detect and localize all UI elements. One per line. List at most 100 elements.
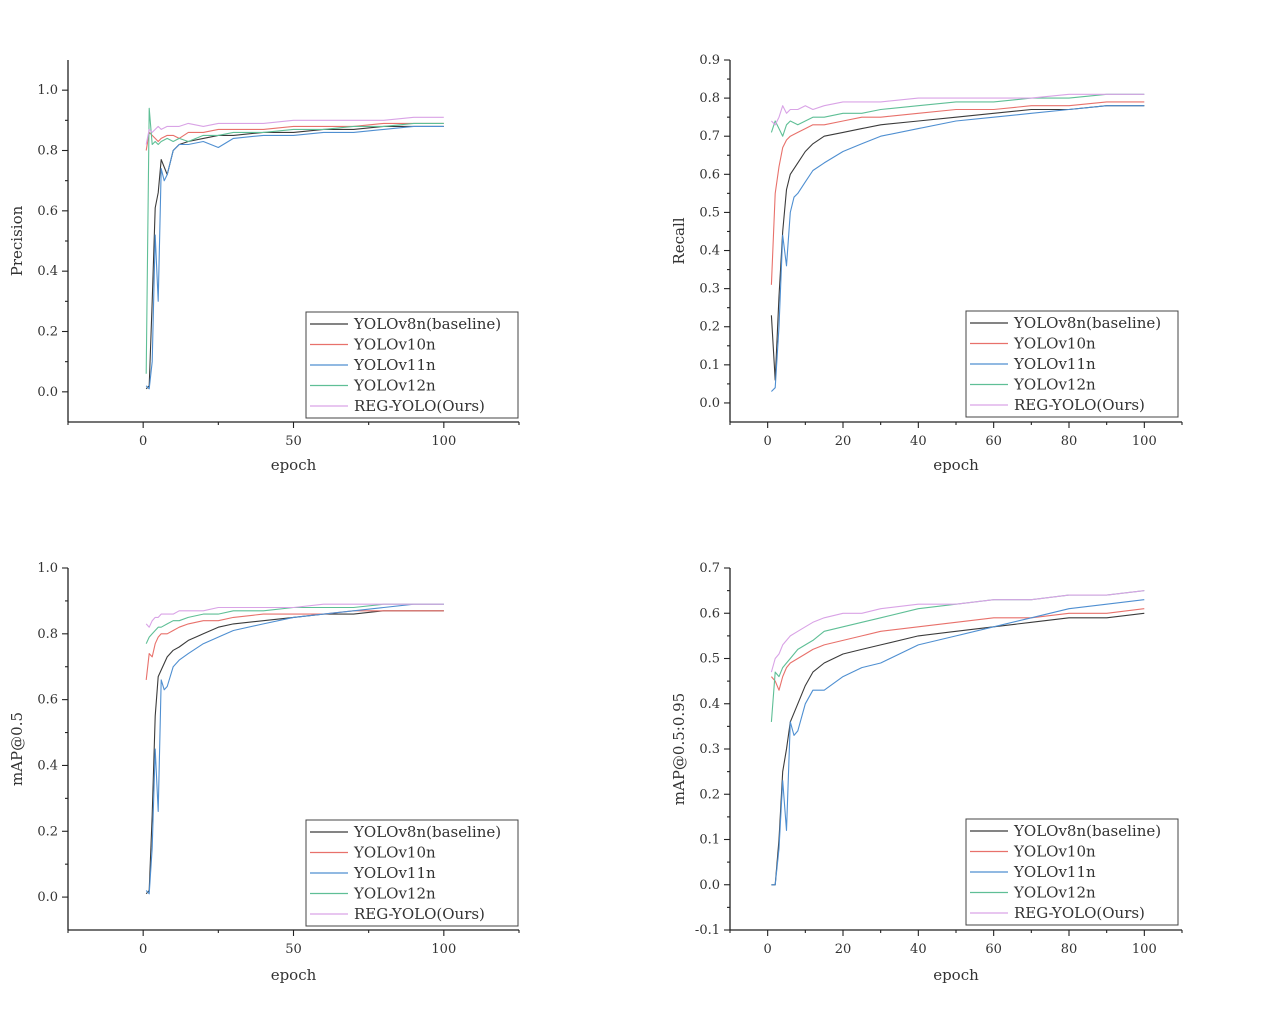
legend-label: YOLOv10n [353,336,436,354]
series-line-yolov10n [770,608,1145,691]
x-tick-label: 80 [1061,434,1078,449]
legend-label: YOLOv10n [1013,843,1096,861]
legend-label: YOLOv8n(baseline) [1013,822,1161,840]
series-line-yolov11n [145,125,444,390]
series-line-yolov12n [145,603,444,644]
legend-label: YOLOv12n [1013,884,1096,902]
y-axis-label: Recall [670,217,688,264]
y-axis-label: mAP@0.5:0.95 [670,693,688,805]
x-axis-label: epoch [933,456,979,474]
legend: YOLOv8n(baseline) YOLOv10n YOLOv11n YOLOv12… [305,311,519,419]
series-line-yolov10n [145,610,444,680]
series-line-yolov11n [771,599,1145,886]
legend-label: YOLOv11n [1013,355,1096,373]
y-tick-label: 0.4 [699,244,720,259]
x-tick-label: 20 [835,434,852,449]
y-tick-label: 0.3 [699,282,720,297]
map50-95-chart-panel: -0.1 0.0 0.1 0.2 0.3 0.4 0.5 0.6 0.7 0 20 40 60 80 100… [636,506,1272,1012]
legend: YOLOv8n(baseline) YOLOv10n YOLOv11n YOLOv12… [305,819,519,927]
y-tick-label: 0.8 [37,144,58,159]
x-tick-label: 50 [285,434,302,449]
y-tick-label: 0.2 [37,325,58,340]
x-tick-label: 0 [139,942,147,957]
legend: YOLOv8n(baseline) YOLOv10n YOLOv11n YOLOv12… [965,310,1179,418]
recall-chart: 0.0 0.1 0.2 0.3 0.4 0.5 0.6 0.7 0.8 0.9 0 20 40 60 80 1… [670,53,1183,474]
y-tick-label: 0.9 [699,53,720,68]
series-line-yolov8n-baseline [145,125,444,390]
legend-label: YOLOv12n [1013,376,1096,394]
legend-label: YOLOv11n [1013,863,1096,881]
legend-label: YOLOv11n [353,864,436,882]
series-line-yolov8n-baseline [145,610,444,895]
y-tick-label: 0.0 [699,396,720,411]
series-line-reg-yolo-ours [771,93,1145,126]
y-tick-label: 0.0 [37,890,58,905]
series-line-yolov8n-baseline [770,105,1145,381]
y-tick-label: 0.5 [699,205,720,220]
y-tick-label: 0.4 [699,697,720,712]
x-axis-label: epoch [271,456,317,474]
map50-95-chart: -0.1 0.0 0.1 0.2 0.3 0.4 0.5 0.6 0.7 0 20 40 60 80 100… [670,561,1183,984]
y-axis-label: mAP@0.5 [8,712,26,786]
legend-label: YOLOv8n(baseline) [353,823,501,841]
legend-label: YOLOv8n(baseline) [1013,314,1161,332]
y-tick-label: 0.1 [699,833,720,848]
y-tick-label: 0.7 [699,561,720,576]
x-axis-label: epoch [271,966,317,984]
x-tick-label: 100 [431,434,456,449]
legend-label: YOLOv10n [1013,335,1096,353]
y-tick-label: 0.0 [699,878,720,893]
y-tick-label: 0.1 [699,358,720,373]
x-tick-label: 60 [985,942,1002,957]
x-tick-label: 20 [835,942,852,957]
x-tick-label: 0 [139,434,147,449]
x-tick-label: 80 [1061,942,1078,957]
y-tick-label: 0.3 [699,742,720,757]
legend-label: REG-YOLO(Ours) [1014,396,1145,414]
y-tick-label: 0.7 [699,129,720,144]
x-tick-label: 100 [1132,942,1157,957]
legend-label: YOLOv10n [353,844,436,862]
legend-label: YOLOv12n [353,885,436,903]
y-tick-label: 0.5 [699,652,720,667]
y-tick-label: 0.0 [37,385,58,400]
x-tick-label: 60 [985,434,1002,449]
series-line-reg-yolo-ours [145,603,444,628]
y-tick-label: 1.0 [37,561,58,576]
legend-label: YOLOv12n [353,377,436,395]
legend-label: REG-YOLO(Ours) [354,397,485,415]
legend-label: REG-YOLO(Ours) [1014,904,1145,922]
series-line-yolov8n-baseline [771,612,1145,886]
y-tick-label: 0.6 [699,606,720,621]
y-tick-label: 0.8 [699,91,720,106]
legend-label: YOLOv8n(baseline) [353,315,501,333]
y-axis-label: Precision [8,205,26,276]
map50-chart: 0.0 0.2 0.4 0.6 0.8 1.0 0 50 100 epoch mAP@0.5 YOLO… [8,561,520,984]
y-tick-label: 1.0 [37,83,58,98]
x-tick-label: 100 [431,942,456,957]
precision-chart-panel: 0.0 0.2 0.4 0.6 0.8 1.0 0 50 100 epoch Precision YO… [0,0,636,506]
series-line-yolov11n [771,105,1145,392]
series-line-reg-yolo-ours [145,116,444,145]
y-tick-label: 0.6 [37,204,58,219]
series-line-yolov12n [770,93,1145,137]
series-line-yolov11n [145,603,444,895]
series-line-yolov12n [770,590,1145,722]
x-tick-label: 0 [764,942,772,957]
series-line-yolov12n [145,107,444,374]
legend-label: YOLOv11n [353,356,436,374]
y-tick-label: 0.6 [699,167,720,182]
x-axis-label: epoch [933,966,979,984]
y-tick-label: 0.2 [699,320,720,335]
y-tick-label: 0.2 [37,824,58,839]
series-line-yolov10n [770,101,1145,285]
legend: YOLOv8n(baseline) YOLOv10n YOLOv11n YOLOv12… [965,818,1179,926]
x-tick-label: 100 [1132,434,1157,449]
recall-chart-panel: 0.0 0.1 0.2 0.3 0.4 0.5 0.6 0.7 0.8 0.9 0 20 40 60 80 1… [636,0,1272,506]
x-tick-label: 50 [285,942,302,957]
precision-chart: 0.0 0.2 0.4 0.6 0.8 1.0 0 50 100 epoch Precision YO… [8,60,520,474]
y-tick-label: 0.6 [37,693,58,708]
y-tick-label: 0.4 [37,758,58,773]
x-tick-label: 40 [910,942,927,957]
legend-label: REG-YOLO(Ours) [354,905,485,923]
